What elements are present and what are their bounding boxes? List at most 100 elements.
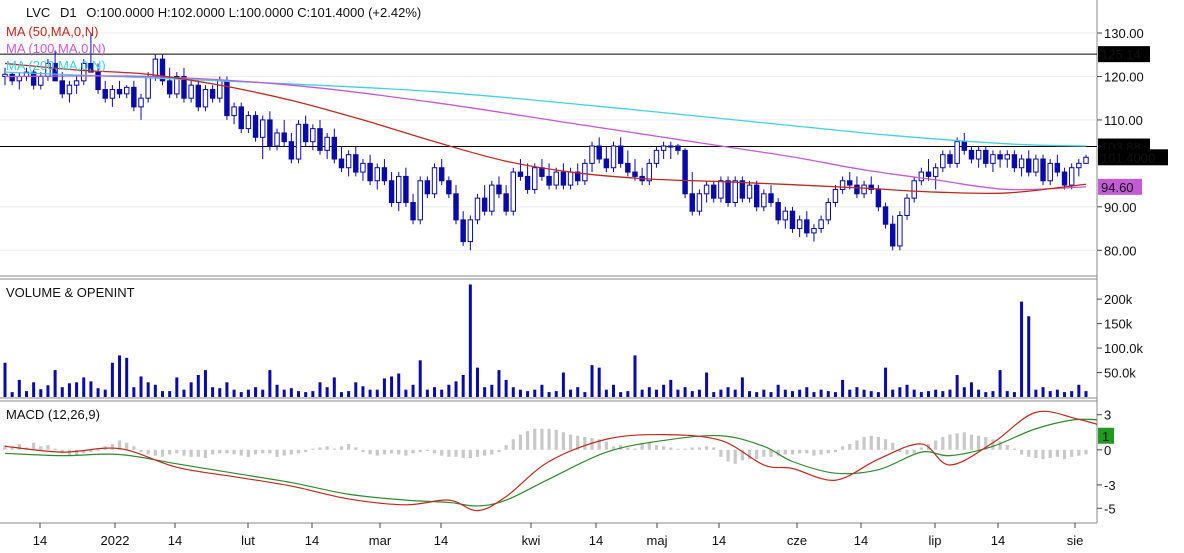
volume-bar [819,389,823,397]
volume-bar [461,374,465,397]
macd-histogram-bar [347,443,351,450]
volume-bar [991,391,995,397]
volume-bar [218,388,222,397]
volume-bar [297,391,301,397]
candle-body [467,219,474,243]
volume-bar [397,373,401,397]
price-tick-label: 80.00 [1104,243,1137,258]
volume-bar [654,389,658,397]
macd-histogram-bar [289,449,293,455]
volume-bar [311,391,315,397]
macd-histogram-bar [125,442,129,450]
ohlc-readout: O:100.0000 H:102.0000 L:100.0000 C:101.4… [86,5,421,20]
volume-bar [969,382,973,397]
candle-body [711,184,717,199]
candle-body [975,149,982,160]
macd-histogram-bar [67,449,72,456]
ma100-line [4,75,1087,191]
macd-histogram-bar [991,439,995,450]
macd-histogram-bar [561,432,565,450]
volume-bar [962,387,966,397]
macd-histogram-bar [533,428,537,450]
candle-body [918,171,925,182]
volume-bar [132,387,136,397]
volume-bar [884,367,888,397]
macd-histogram-bar [175,449,179,454]
candle-body [1004,154,1010,160]
volume-bar [569,389,573,397]
legend-ma200: MA (200,MA,0,N) [6,58,106,73]
macd-histogram-bar [432,449,437,454]
candle-body [510,171,517,212]
candle-body [689,193,695,212]
level-badge-label: 125.14 [1101,47,1141,62]
volume-bar [833,392,837,397]
volume-bar [275,384,279,397]
macd-histogram-bar [790,449,795,455]
macd-histogram-bar [246,449,251,457]
volume-bar [633,355,637,397]
candle-body [739,180,746,199]
volume-bar [325,387,329,397]
macd-histogram-bar [805,449,809,454]
candle-body [532,167,538,190]
macd-histogram-bar [268,449,272,454]
candle-body [1068,167,1075,186]
macd-histogram-bar [339,446,344,450]
candle-body [818,219,824,230]
macd-value-label: 1 [1102,429,1109,444]
volume-bar [261,389,265,397]
candle-body [768,193,774,203]
ma100-badge-label: 94.60 [1101,180,1134,195]
macd-histogram-bar [1027,449,1031,457]
price-tick-label: 130.00 [1104,26,1144,41]
macd-histogram-bar [998,441,1002,450]
time-tick-label: 14 [305,533,319,548]
macd-histogram-bar [526,431,530,450]
macd-histogram-bar [311,448,315,450]
candle-body [567,171,574,186]
time-tick-label: 14 [854,533,868,548]
candle-body [109,89,116,99]
volume-bar [289,388,293,397]
volume-bar [246,389,250,397]
macd-histogram-bar [762,449,766,457]
volume-bar [576,387,580,397]
ma100-badge [1098,178,1142,195]
volume-bar [39,389,43,397]
volume-bar [826,391,830,397]
instrument-symbol: LVC [26,5,50,20]
macd-histogram-bar [468,449,472,458]
candle-body [718,180,724,199]
volume-bar [103,389,107,397]
volume-bar [390,376,394,397]
candle-body [997,154,1003,160]
volume-bar [110,362,114,397]
volume-bar [203,370,207,397]
macd-histogram-bar [132,446,136,450]
candle-body [231,106,237,117]
macd-histogram-bar [361,449,365,453]
volume-bar [468,284,472,397]
volume-bar [447,384,451,397]
macd-histogram-bar [984,436,988,450]
candle-body [73,80,80,86]
macd-histogram-bar [669,447,673,450]
macd-histogram-bar [261,449,265,454]
volume-bar [182,389,186,397]
macd-line [4,410,1097,512]
candle-body [295,123,302,160]
volume-bar [712,392,716,397]
time-tick-label: 14 [712,533,726,548]
candle-body [603,158,610,169]
macd-histogram-bar [218,449,222,454]
volume-tick-label: 200k [1104,292,1133,307]
candle-body [560,171,567,186]
candle-body [38,75,44,86]
candle-body [188,84,194,99]
candle-body [703,184,710,195]
time-tick-label: lip [928,533,941,548]
macd-histogram-bar [833,449,838,453]
macd-histogram-bar [633,448,637,450]
